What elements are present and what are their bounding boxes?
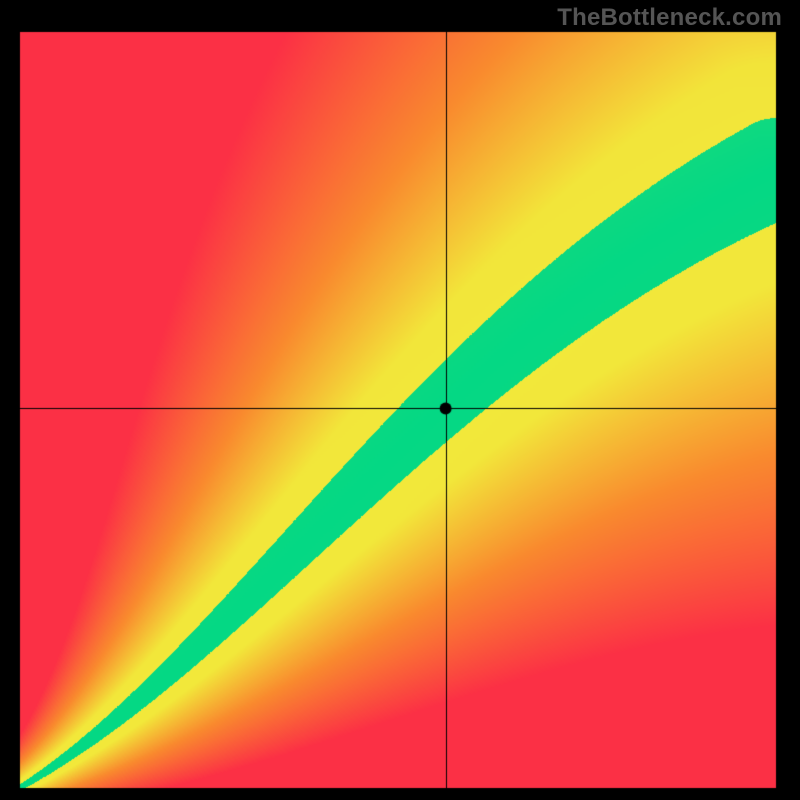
watermark-label: TheBottleneck.com	[557, 4, 782, 32]
bottleneck-heatmap	[0, 0, 800, 800]
